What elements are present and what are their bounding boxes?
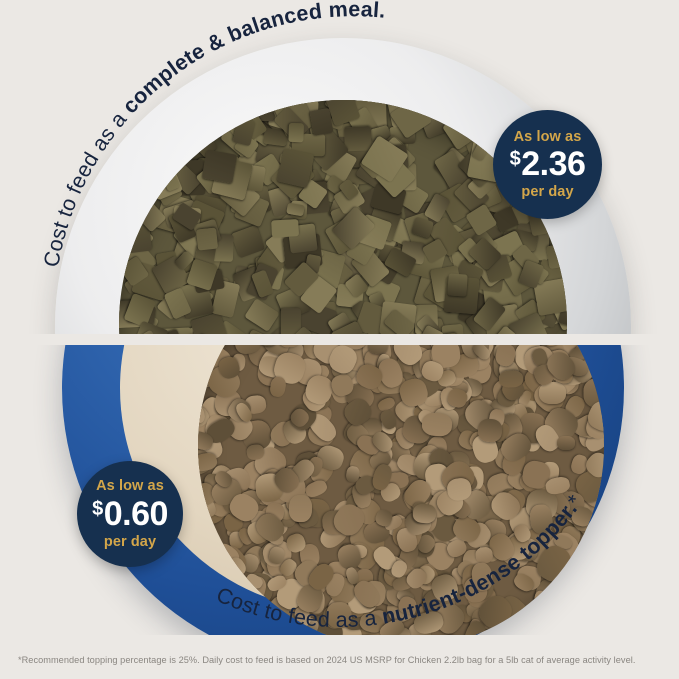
badge-currency-symbol: $ <box>509 148 521 170</box>
badge-price: $0.60 <box>92 497 168 531</box>
kibble-food <box>198 345 604 635</box>
blue-bowl <box>62 345 624 635</box>
blue-bowl-food-area <box>198 345 604 635</box>
badge-price: $2.36 <box>510 147 586 181</box>
badge-currency-symbol: $ <box>92 497 103 520</box>
bottom-panel <box>0 345 679 635</box>
panel-divider <box>0 334 679 345</box>
price-badge-topper: As low as $0.60 per day <box>77 461 183 567</box>
badge-label-bottom: per day <box>103 533 157 550</box>
blue-bowl-inner-rim <box>120 345 604 635</box>
white-bowl-food-area <box>119 100 567 334</box>
badge-amount: 0.60 <box>103 494 169 533</box>
badge-label-top: As low as <box>96 478 164 494</box>
badge-label-bottom: per day <box>521 184 574 200</box>
badge-amount: 2.36 <box>521 145 586 183</box>
badge-label-top: As low as <box>513 128 582 145</box>
price-badge-complete-meal: As low as $2.36 per day <box>493 110 602 219</box>
footnote-disclaimer: *Recommended topping percentage is 25%. … <box>18 655 636 665</box>
meaty-chips-food <box>119 100 567 334</box>
